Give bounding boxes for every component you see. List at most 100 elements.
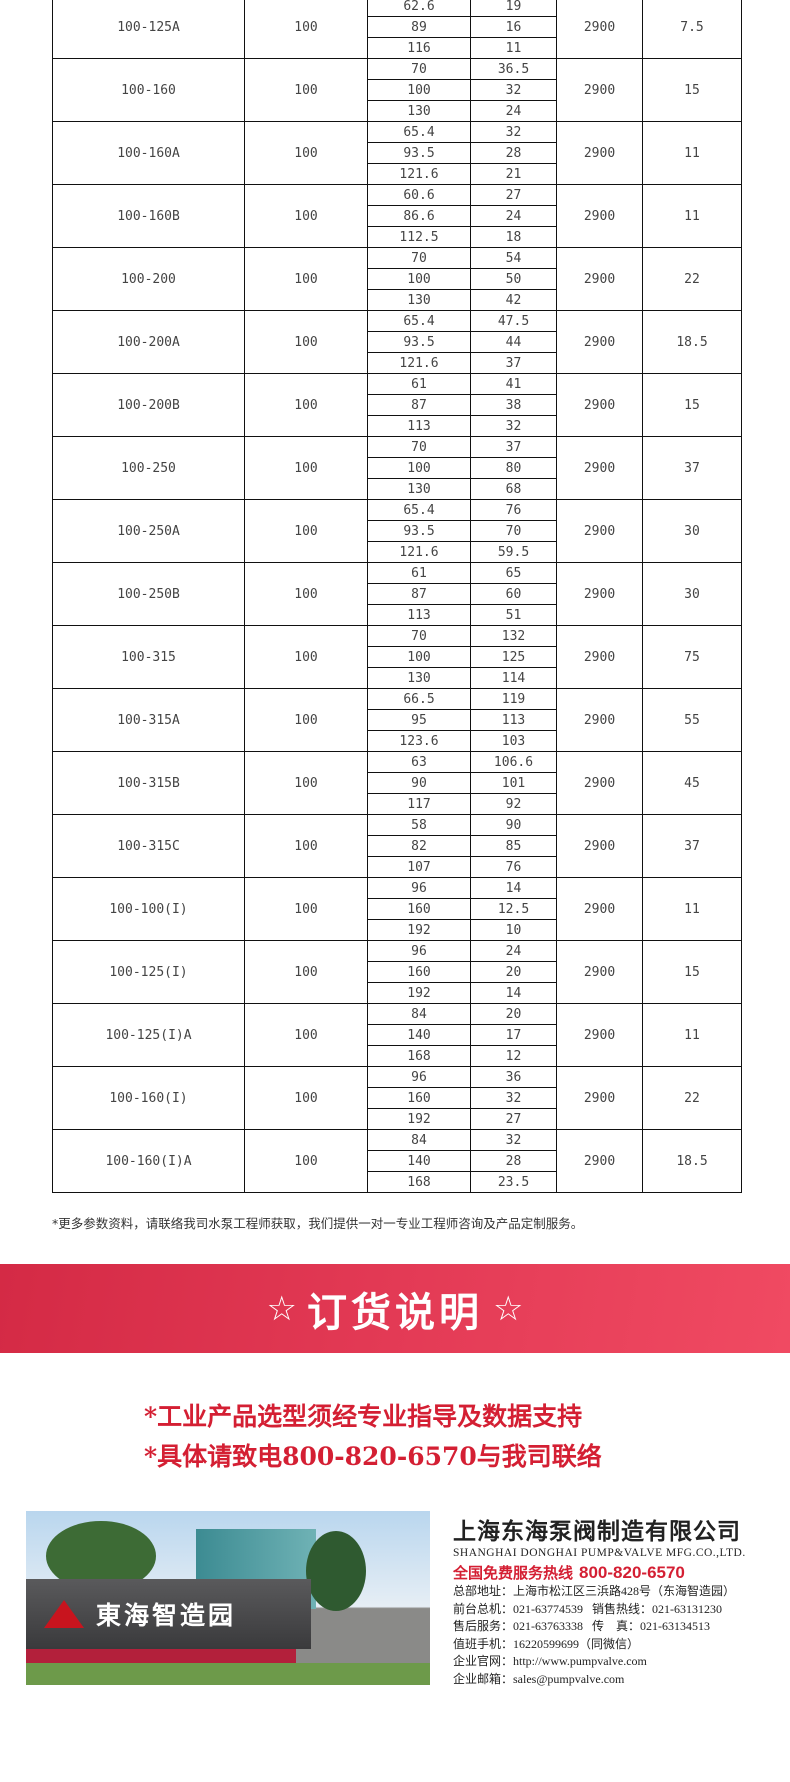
flow-cell: 96 bbox=[367, 877, 471, 899]
mobile-line: 值班手机：16220599699（同微信） bbox=[453, 1636, 640, 1651]
head-cell: 32 bbox=[470, 415, 557, 437]
head-cell: 24 bbox=[470, 940, 557, 962]
table-row: 100-125(I)A 100 84 20 2900 11 bbox=[52, 1003, 742, 1067]
table-row: 100-250B 100 61 65 2900 30 bbox=[52, 562, 742, 626]
table-row: 100-315 100 70 132 2900 75 bbox=[52, 625, 742, 689]
speed-cell: 2900 bbox=[556, 0, 643, 59]
flow-cell: 113 bbox=[367, 604, 471, 626]
head-cell: 59.5 bbox=[470, 541, 557, 563]
head-cell: 101 bbox=[470, 772, 557, 794]
table-row: 100-125A 100 62.6 19 2900 7.5 bbox=[52, 0, 742, 59]
speed-cell: 2900 bbox=[556, 814, 643, 878]
power-cell: 18.5 bbox=[642, 310, 742, 374]
flow-cell: 160 bbox=[367, 1087, 471, 1109]
speed-cell: 2900 bbox=[556, 1066, 643, 1130]
flow-cell: 96 bbox=[367, 940, 471, 962]
head-cell: 103 bbox=[470, 730, 557, 752]
power-cell: 11 bbox=[642, 121, 742, 185]
inlet-cell: 100 bbox=[244, 373, 368, 437]
flow-cell: 121.6 bbox=[367, 352, 471, 374]
head-cell: 113 bbox=[470, 709, 557, 731]
table-row: 140 28 bbox=[53, 1150, 742, 1172]
flow-cell: 100 bbox=[367, 79, 471, 101]
power-cell: 45 bbox=[642, 751, 742, 815]
flow-cell: 70 bbox=[367, 436, 471, 458]
inlet-cell: 100 bbox=[244, 940, 368, 1004]
power-cell: 11 bbox=[642, 184, 742, 248]
table-row: 160 12.5 bbox=[53, 898, 742, 920]
head-cell: 20 bbox=[470, 1003, 557, 1025]
head-cell: 85 bbox=[470, 835, 557, 857]
power-cell: 15 bbox=[642, 58, 742, 122]
flow-cell: 89 bbox=[367, 16, 471, 38]
footnote: *更多参数资料，请联络我司水泵工程师获取，我们提供一对一专业工程师咨询及产品定制… bbox=[52, 1216, 584, 1231]
head-cell: 119 bbox=[470, 688, 557, 710]
head-cell: 24 bbox=[470, 205, 557, 227]
head-cell: 20 bbox=[470, 961, 557, 983]
head-cell: 70 bbox=[470, 520, 557, 542]
table-row: 100-315C 100 58 90 2900 37 bbox=[52, 814, 742, 878]
model-cell: 100-100(I) bbox=[52, 877, 245, 941]
flow-cell: 65.4 bbox=[367, 121, 471, 143]
flow-cell: 60.6 bbox=[367, 184, 471, 206]
flow-cell: 70 bbox=[367, 58, 471, 80]
company-photo: 東海智造园 bbox=[26, 1511, 430, 1685]
power-cell: 22 bbox=[642, 1066, 742, 1130]
hotline-label: 全国免费服务热线 bbox=[453, 1564, 574, 1582]
head-cell: 51 bbox=[470, 604, 557, 626]
table-row: 87 60 bbox=[53, 583, 742, 605]
head-cell: 27 bbox=[470, 184, 557, 206]
speed-cell: 2900 bbox=[556, 373, 643, 437]
model-cell: 100-315B bbox=[52, 751, 245, 815]
model-cell: 100-160B bbox=[52, 184, 245, 248]
flow-cell: 100 bbox=[367, 457, 471, 479]
sign-text: 東海智造园 bbox=[96, 1601, 237, 1630]
head-cell: 27 bbox=[470, 1108, 557, 1130]
company-name-cn: 上海东海泵阀制造有限公司 bbox=[453, 1519, 741, 1545]
inlet-cell: 100 bbox=[244, 562, 368, 626]
power-cell: 18.5 bbox=[642, 1129, 742, 1193]
power-cell: 22 bbox=[642, 247, 742, 311]
flow-cell: 130 bbox=[367, 289, 471, 311]
table-row: 130 114 bbox=[53, 667, 742, 689]
table-row: 100-160(I)A 100 84 32 2900 18.5 bbox=[52, 1129, 742, 1193]
inlet-cell: 100 bbox=[244, 751, 368, 815]
flow-cell: 84 bbox=[367, 1129, 471, 1151]
inlet-cell: 100 bbox=[244, 1003, 368, 1067]
pump-spec-table: 100-125A 100 62.6 19 2900 7.5 89 16 116 11 100-160… bbox=[52, 0, 742, 1193]
lawn bbox=[26, 1663, 430, 1685]
order-instructions-banner: ☆ 订货说明 ☆ bbox=[0, 1264, 790, 1353]
flow-cell: 95 bbox=[367, 709, 471, 731]
flow-cell: 160 bbox=[367, 961, 471, 983]
head-cell: 14 bbox=[470, 982, 557, 1004]
table-row: 107 76 bbox=[53, 856, 742, 878]
speed-cell: 2900 bbox=[556, 1003, 643, 1067]
power-cell: 7.5 bbox=[642, 0, 742, 59]
company-name-en: SHANGHAI DONGHAI PUMP&VALVE MFG.CO.,LTD. bbox=[453, 1547, 746, 1559]
inlet-cell: 100 bbox=[244, 877, 368, 941]
power-cell: 30 bbox=[642, 499, 742, 563]
head-cell: 24 bbox=[470, 100, 557, 122]
flow-cell: 192 bbox=[367, 982, 471, 1004]
head-cell: 28 bbox=[470, 1150, 557, 1172]
power-cell: 15 bbox=[642, 373, 742, 437]
flow-cell: 65.4 bbox=[367, 310, 471, 332]
speed-cell: 2900 bbox=[556, 121, 643, 185]
head-cell: 44 bbox=[470, 331, 557, 353]
power-cell: 37 bbox=[642, 814, 742, 878]
model-cell: 100-160(I)A bbox=[52, 1129, 245, 1193]
power-cell: 15 bbox=[642, 940, 742, 1004]
banner-title: 订货说明 bbox=[307, 1288, 483, 1336]
head-cell: 76 bbox=[470, 499, 557, 521]
table-row: 86.6 24 bbox=[53, 205, 742, 227]
order-line-1: *工业产品选型须经专业指导及数据支持 bbox=[144, 1402, 583, 1431]
power-cell: 55 bbox=[642, 688, 742, 752]
head-cell: 32 bbox=[470, 1087, 557, 1109]
model-cell: 100-200 bbox=[52, 247, 245, 311]
flow-cell: 168 bbox=[367, 1045, 471, 1067]
inlet-cell: 100 bbox=[244, 499, 368, 563]
flow-cell: 113 bbox=[367, 415, 471, 437]
flow-cell: 130 bbox=[367, 100, 471, 122]
table-row: 192 10 bbox=[53, 919, 742, 941]
speed-cell: 2900 bbox=[556, 436, 643, 500]
